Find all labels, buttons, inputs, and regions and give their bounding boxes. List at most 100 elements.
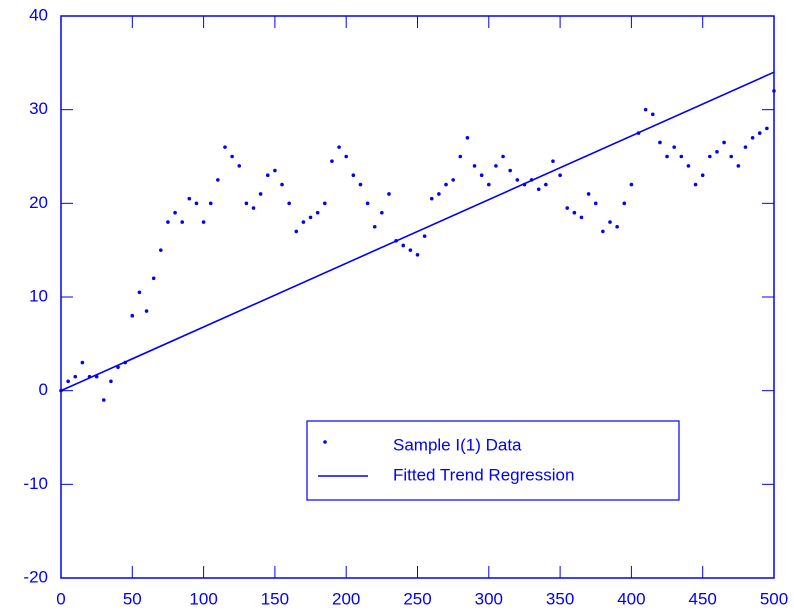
data-point	[315, 210, 320, 215]
y-tick-label: 0	[39, 380, 48, 399]
data-point	[765, 126, 769, 131]
legend-box	[306, 420, 680, 501]
data-point	[665, 154, 669, 159]
data-point	[294, 229, 299, 234]
data-point	[130, 313, 135, 318]
data-point	[579, 215, 584, 220]
data-point	[273, 168, 277, 173]
data-point	[180, 220, 185, 224]
data-point	[408, 248, 413, 252]
data-point	[144, 309, 149, 313]
data-point	[101, 398, 106, 402]
data-point	[672, 145, 676, 149]
data-point	[251, 206, 256, 210]
data-point	[444, 182, 448, 187]
data-point	[429, 196, 434, 201]
data-point	[593, 201, 598, 206]
x-tick-label: 400	[617, 589, 645, 608]
data-point	[73, 374, 78, 379]
data-point	[515, 178, 520, 182]
data-point	[757, 131, 762, 135]
data-point	[501, 154, 505, 159]
x-tick-label: 500	[760, 589, 788, 608]
data-point	[223, 145, 227, 149]
x-tick-label: 450	[689, 589, 717, 608]
data-point	[365, 201, 370, 206]
y-tick-label: 10	[29, 286, 48, 305]
y-tick-label: -20	[23, 567, 48, 586]
data-point	[565, 206, 570, 210]
data-point	[380, 210, 384, 215]
data-point	[650, 112, 655, 117]
data-point	[351, 173, 356, 178]
data-point	[479, 173, 484, 178]
data-point	[187, 196, 192, 201]
data-point	[715, 150, 719, 154]
data-point	[608, 220, 612, 224]
data-point	[472, 164, 477, 168]
data-point	[337, 145, 341, 149]
y-tick-label: 40	[29, 5, 48, 24]
data-point	[151, 276, 156, 281]
data-point	[230, 154, 234, 159]
data-point	[622, 201, 627, 206]
data-point	[387, 192, 391, 196]
data-point	[643, 107, 648, 112]
data-point	[237, 164, 242, 168]
data-point	[280, 182, 284, 187]
data-point	[658, 140, 662, 145]
trend-line	[60, 71, 775, 392]
data-point	[173, 210, 177, 215]
data-point	[137, 290, 142, 295]
legend-label: Fitted Trend Regression	[393, 465, 574, 484]
x-tick-label: 200	[332, 589, 360, 608]
data-point	[772, 89, 776, 93]
x-tick-label: 50	[123, 589, 142, 608]
data-point	[194, 201, 199, 206]
data-point	[265, 173, 270, 178]
data-point	[166, 220, 170, 224]
data-point	[308, 215, 313, 220]
data-point	[437, 192, 441, 196]
data-point	[330, 159, 334, 163]
data-point	[722, 140, 726, 145]
y-tick-label: 30	[29, 99, 48, 118]
data-point	[159, 248, 163, 252]
data-point	[372, 224, 377, 229]
data-point	[551, 159, 555, 163]
data-point	[401, 243, 406, 248]
data-point	[358, 182, 363, 187]
data-point	[458, 154, 463, 159]
data-point	[422, 234, 427, 238]
data-point	[536, 187, 541, 192]
data-point	[686, 164, 691, 168]
x-tick-label: 300	[475, 589, 503, 608]
data-point	[750, 135, 755, 140]
data-point	[451, 178, 455, 182]
data-point	[287, 201, 291, 206]
data-point	[700, 173, 705, 178]
data-point	[743, 145, 748, 149]
data-point	[301, 220, 306, 224]
data-point	[323, 201, 327, 206]
x-tick-label: 350	[546, 589, 574, 608]
data-point	[344, 154, 349, 159]
legend: Sample I(1) Data Fitted Trend Regression	[306, 420, 680, 501]
y-tick-label: 20	[29, 193, 48, 212]
data-point	[544, 182, 548, 187]
data-point	[558, 173, 562, 178]
data-point	[465, 135, 470, 140]
data-point	[729, 154, 734, 159]
data-point	[258, 192, 263, 196]
y-tick-label: -10	[23, 474, 48, 493]
data-point	[572, 210, 577, 215]
x-tick-label: 100	[189, 589, 217, 608]
data-point	[80, 360, 85, 365]
data-point	[201, 220, 206, 224]
data-point	[679, 154, 684, 159]
data-point	[244, 201, 249, 206]
data-point	[494, 164, 498, 168]
data-point	[693, 182, 698, 187]
data-point	[508, 168, 512, 173]
